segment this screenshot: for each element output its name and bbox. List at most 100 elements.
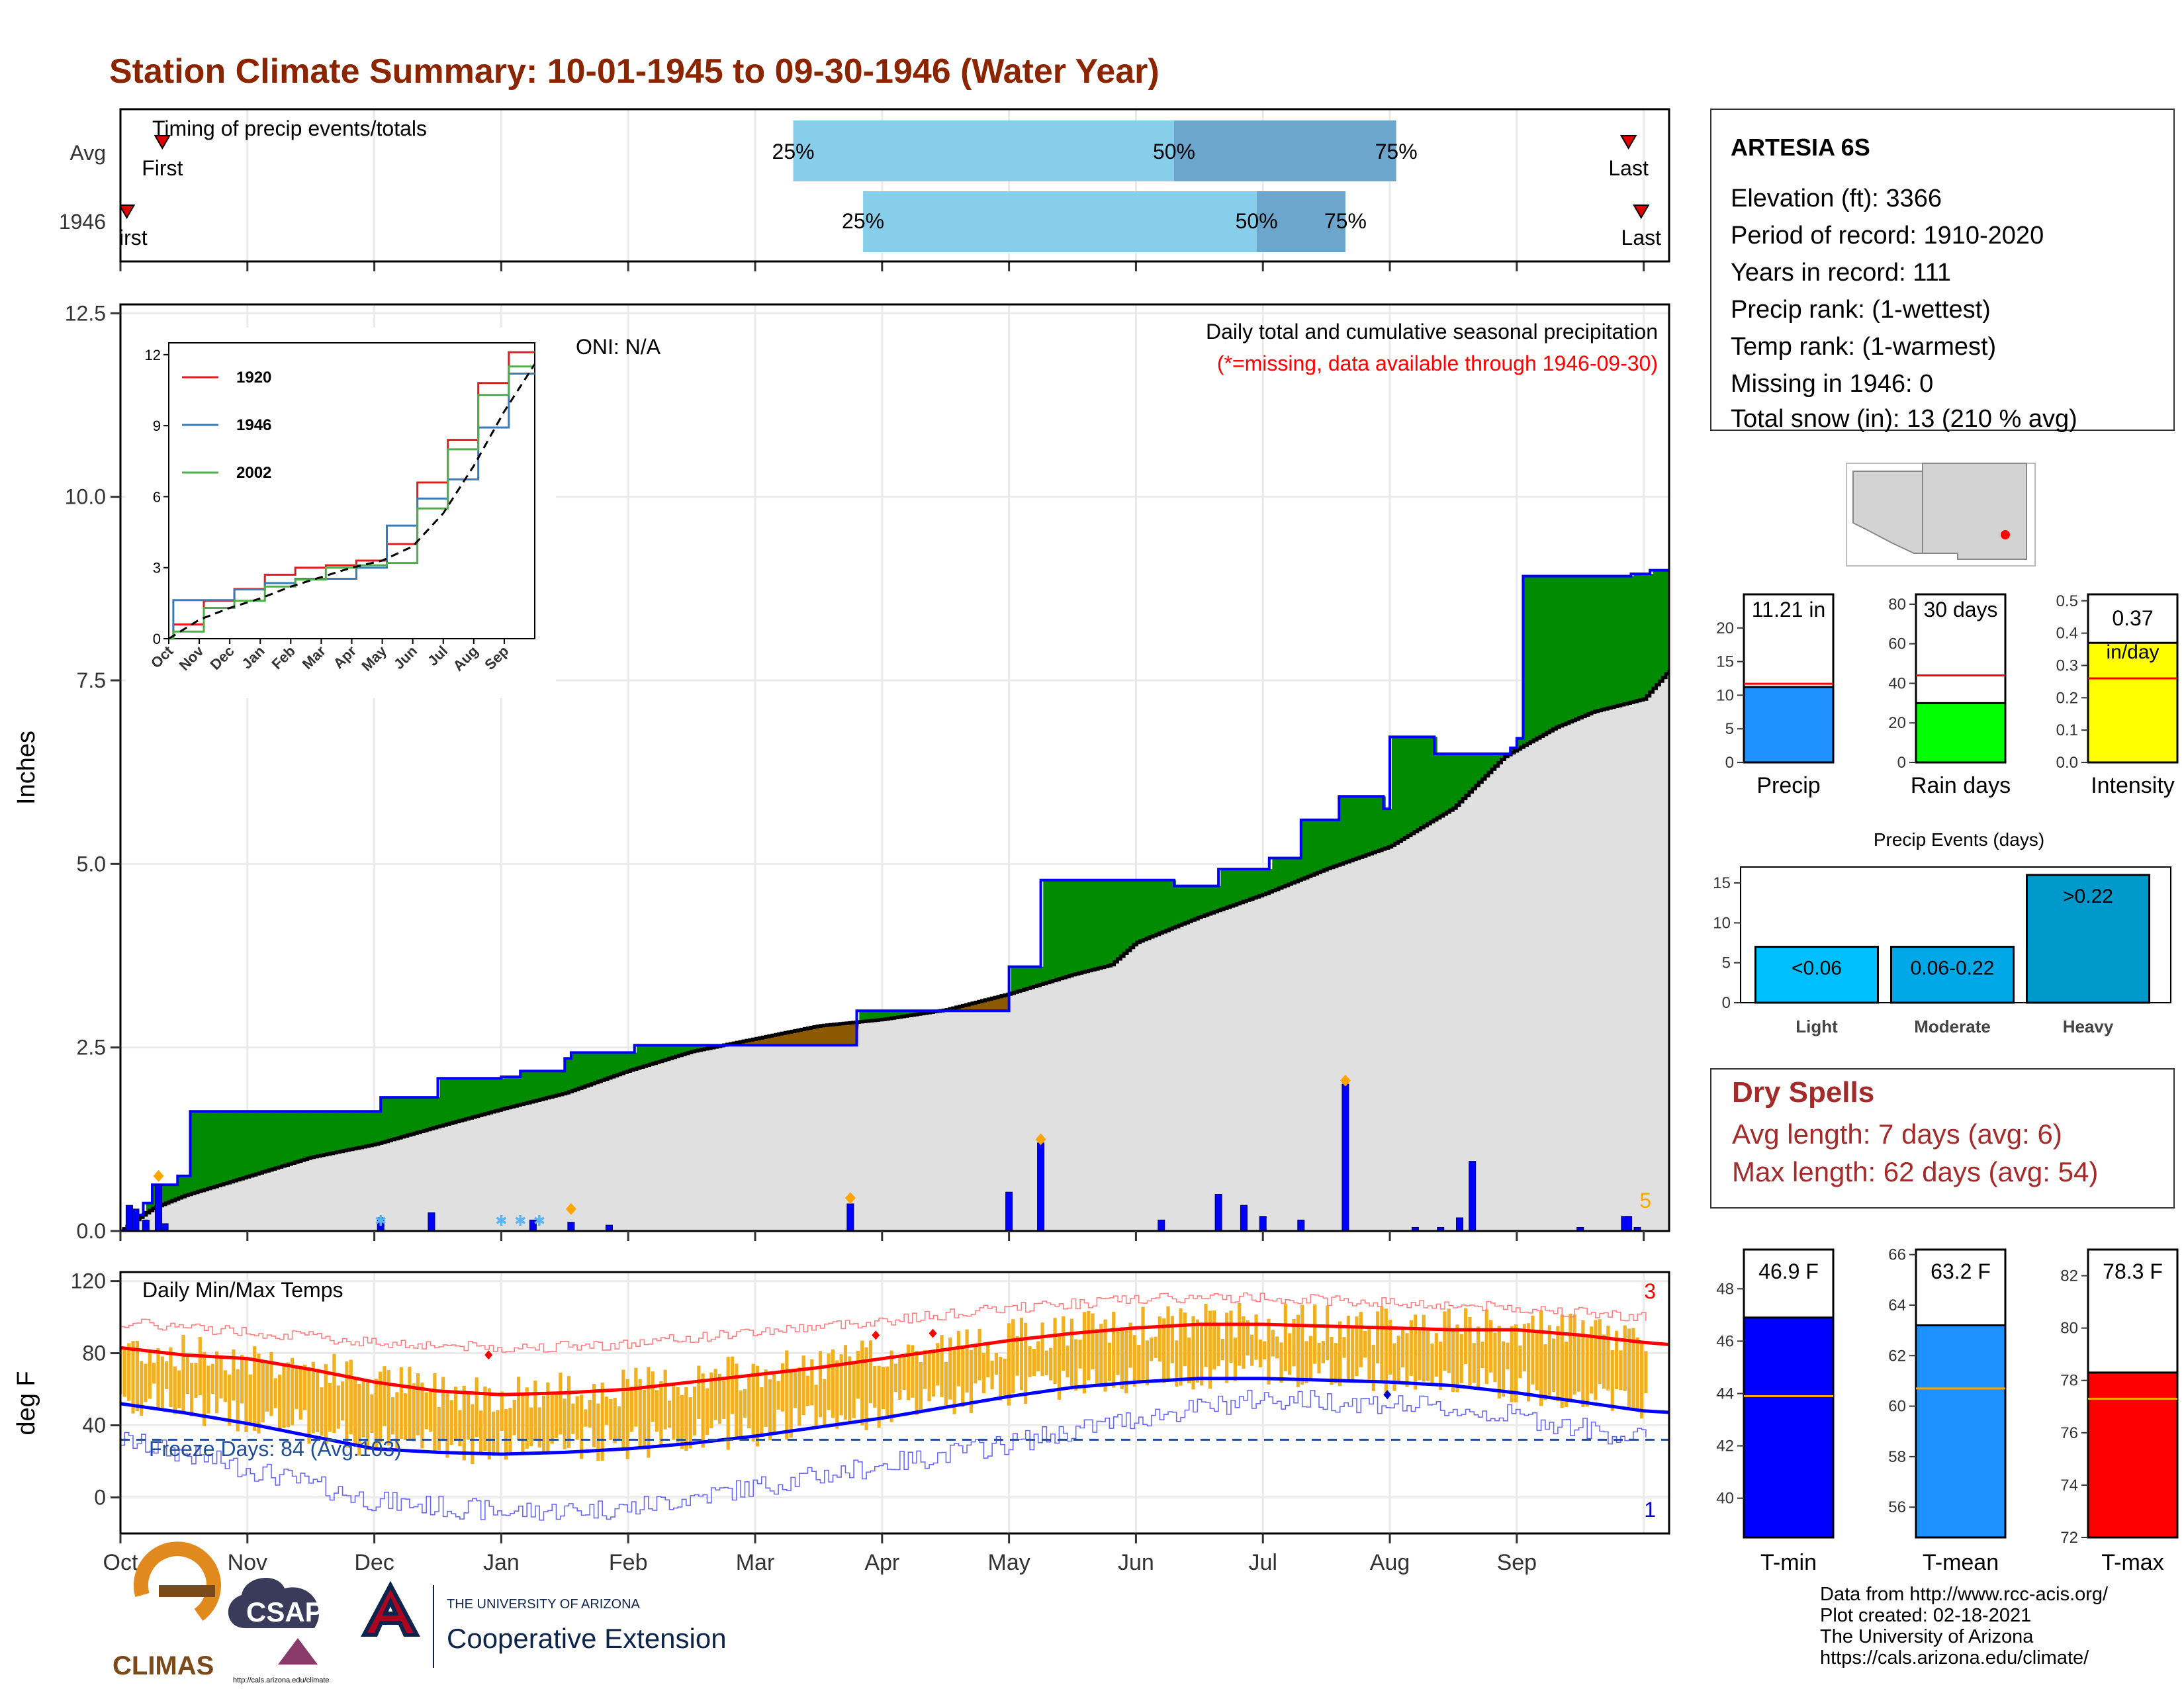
surplus-area <box>1614 576 1618 706</box>
surplus-area <box>1424 737 1428 825</box>
daily-temp-bar <box>584 1409 587 1426</box>
surplus-area <box>1411 737 1415 833</box>
daily-temp-bar <box>199 1337 202 1395</box>
surplus-area <box>643 1045 647 1066</box>
surplus-area <box>1588 576 1592 713</box>
surplus-area <box>1295 858 1299 882</box>
daily-temp-bar <box>860 1341 864 1426</box>
daily-temp-bar <box>1581 1320 1584 1407</box>
surplus-area <box>1569 576 1573 721</box>
surplus-area <box>366 1111 370 1146</box>
surplus-area <box>1185 886 1189 923</box>
daily-temp-bar <box>1166 1306 1169 1379</box>
daily-temp-bar <box>1619 1350 1622 1390</box>
daily-temp-bar <box>1367 1328 1371 1380</box>
daily-temp-bar <box>265 1362 269 1412</box>
main-y-tick-label: 2.5 <box>77 1036 106 1060</box>
surplus-area <box>1392 737 1396 845</box>
daily-temp-bar <box>995 1353 998 1375</box>
surplus-area <box>1566 576 1570 723</box>
daily-temp-bar <box>1162 1318 1165 1383</box>
surplus-area <box>437 1097 441 1127</box>
climas-bar <box>159 1585 215 1597</box>
daily-temp-bar <box>1137 1345 1140 1381</box>
daily-temp-bar <box>605 1396 608 1425</box>
daily-temp-bar <box>287 1363 290 1428</box>
csap-mountain <box>278 1638 318 1665</box>
daily-temp-bar <box>1229 1310 1232 1363</box>
surplus-area <box>343 1111 347 1151</box>
summary-bar-precip <box>1744 687 1833 762</box>
surplus-area <box>334 1111 338 1153</box>
daily-temp-bar <box>1091 1313 1094 1369</box>
daily-temp-bar <box>856 1351 860 1398</box>
daily-temp-bar <box>815 1385 818 1426</box>
daily-temp-bar <box>1183 1312 1187 1366</box>
daily-temp-bar <box>211 1364 214 1394</box>
deficit-area <box>814 1027 818 1045</box>
credits: Data from http://www.rcc-acis.org/ Plot … <box>1820 1584 2109 1668</box>
surplus-area <box>230 1111 234 1181</box>
daily-temp-bar <box>1334 1343 1338 1383</box>
daily-temp-bar <box>1263 1342 1266 1359</box>
daily-precip-bar <box>1006 1192 1013 1231</box>
daily-temp-bar <box>332 1354 336 1434</box>
deficit-area <box>850 1023 854 1045</box>
surplus-area <box>469 1078 473 1118</box>
daily-temp-bar <box>835 1360 839 1428</box>
surplus-area <box>285 1111 289 1165</box>
surplus-area <box>478 1078 482 1115</box>
surplus-area <box>1533 576 1537 740</box>
surplus-area <box>330 1111 334 1154</box>
inset-y-tick-label: 9 <box>153 418 161 434</box>
credit-line-2: The University of Arizona <box>1820 1626 2034 1647</box>
surplus-area <box>601 1052 605 1080</box>
daily-temp-bar <box>538 1407 541 1447</box>
surplus-area <box>559 1071 563 1095</box>
surplus-area <box>1024 967 1028 989</box>
surplus-area <box>624 1052 628 1072</box>
daily-temp-bar <box>1317 1343 1320 1373</box>
locator-map <box>1846 463 2035 566</box>
surplus-area <box>1060 880 1064 979</box>
surplus-area <box>182 1176 186 1197</box>
station-line-0: Elevation (ft): 3366 <box>1731 185 1942 212</box>
daily-temp-bar <box>1322 1341 1325 1363</box>
surplus-area <box>1398 737 1402 841</box>
month-label: Feb <box>609 1550 648 1575</box>
daily-temp-bar <box>651 1371 655 1422</box>
daily-temp-bar <box>659 1381 662 1446</box>
summary-y-tick-label: 5 <box>1725 720 1734 738</box>
temp-summary-y-tick-label: 66 <box>1888 1246 1906 1264</box>
surplus-area <box>1195 886 1199 919</box>
surplus-area <box>530 1071 534 1102</box>
daily-temp-bar <box>1485 1310 1488 1385</box>
daily-temp-bar <box>1493 1333 1496 1383</box>
surplus-area <box>211 1111 215 1187</box>
surplus-area <box>217 1111 221 1185</box>
summary-y-tick-label: 20 <box>1716 619 1734 637</box>
daily-precip-bar <box>1158 1220 1165 1231</box>
surplus-area <box>1179 886 1183 926</box>
surplus-area <box>563 1071 567 1093</box>
daily-temp-bar <box>1070 1319 1073 1390</box>
surplus-area <box>1337 820 1341 865</box>
daily-temp-bar <box>680 1395 684 1449</box>
daily-temp-bar <box>1447 1308 1451 1373</box>
daily-temp-bar <box>727 1357 730 1449</box>
daily-temp-bar <box>177 1371 181 1408</box>
surplus-area <box>1289 858 1293 884</box>
daily-temp-bar <box>722 1381 725 1419</box>
daily-temp-bar <box>768 1379 772 1440</box>
csap-url: http://cals.arizona.edu/climate <box>233 1676 330 1684</box>
daily-temp-bar <box>1556 1326 1559 1401</box>
daily-temp-bar <box>303 1365 306 1410</box>
daily-temp-bar <box>676 1387 680 1446</box>
timing-row-1946-label: 1946 <box>59 210 106 234</box>
timing-bar-25-50 <box>794 120 1174 181</box>
daily-temp-bar <box>1385 1308 1388 1393</box>
temp-summary-value-label: 46.9 F <box>1758 1259 1819 1283</box>
temp-summary-y-tick-label: 60 <box>1888 1398 1906 1416</box>
surplus-area <box>1169 880 1173 929</box>
surplus-area <box>398 1097 402 1138</box>
